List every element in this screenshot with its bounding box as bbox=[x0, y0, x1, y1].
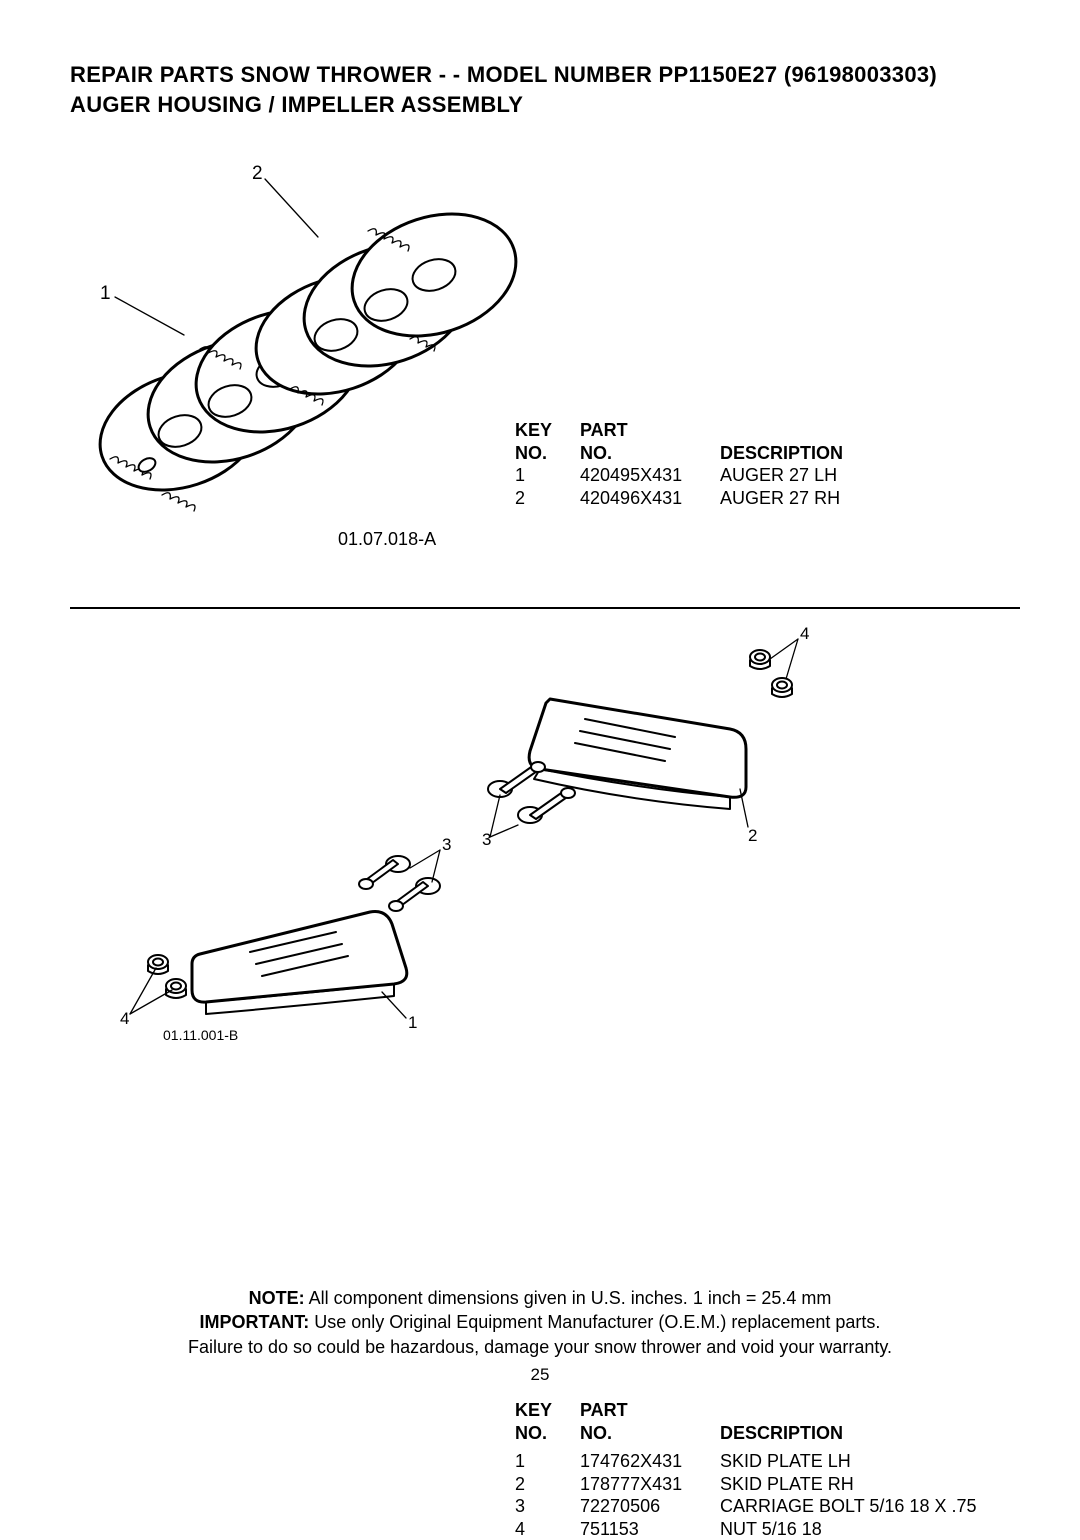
skid-rh-diagram: 3 2 4 bbox=[430, 619, 810, 849]
page-title: REPAIR PARTS SNOW THROWER - - MODEL NUMB… bbox=[70, 60, 1020, 119]
title-line-1: REPAIR PARTS SNOW THROWER - - MODEL NUMB… bbox=[70, 60, 1020, 90]
page-number: 25 bbox=[0, 1365, 1080, 1385]
callout-4b: 4 bbox=[120, 1009, 129, 1028]
th-key2: NO. bbox=[515, 442, 575, 465]
table-row: 2 420496X431 AUGER 27 RH bbox=[515, 487, 843, 510]
skid-lh-diagram: 3 4 1 bbox=[110, 834, 470, 1044]
table-row: 3 72270506 CARRIAGE BOLT 5/16 18 X .75 bbox=[515, 1495, 977, 1518]
important-label: IMPORTANT: bbox=[200, 1312, 310, 1332]
callout-2: 2 bbox=[252, 163, 263, 184]
important-text: Use only Original Equipment Manufacturer… bbox=[309, 1312, 880, 1332]
callout-4a: 4 bbox=[800, 624, 809, 643]
drawing-id-b: 01.11.001-B bbox=[163, 1027, 238, 1043]
th-part: PART bbox=[580, 419, 715, 442]
th-part2: NO. bbox=[580, 442, 715, 465]
parts-table-lower: KEY PART NO. NO. DESCRIPTION 1 174762X43… bbox=[515, 1399, 977, 1540]
auger-diagram: 1 2 bbox=[80, 139, 540, 559]
title-line-2: AUGER HOUSING / IMPELLER ASSEMBLY bbox=[70, 90, 1020, 120]
callout-1l: 1 bbox=[408, 1013, 417, 1032]
table-row: 1 174762X431 SKID PLATE LH bbox=[515, 1450, 977, 1473]
callout-1: 1 bbox=[100, 283, 111, 304]
table-row: 4 751153 NUT 5/16 18 bbox=[515, 1518, 977, 1540]
footer-line3: Failure to do so could be hazardous, dam… bbox=[0, 1335, 1080, 1359]
drawing-id-a: 01.07.018-A bbox=[338, 529, 436, 550]
callout-3b: 3 bbox=[442, 835, 451, 854]
callout-3a: 3 bbox=[482, 830, 491, 849]
section-auger: 1 2 01.07.018-A KEY PART NO. NO. DESCRIP… bbox=[70, 119, 1020, 589]
note-text: All component dimensions given in U.S. i… bbox=[305, 1288, 832, 1308]
th-key: KEY bbox=[515, 419, 575, 442]
table-row: 1 420495X431 AUGER 27 LH bbox=[515, 464, 843, 487]
note-label: NOTE: bbox=[249, 1288, 305, 1308]
parts-table-upper: KEY PART NO. NO. DESCRIPTION 1 420495X43… bbox=[515, 419, 843, 509]
th-desc2: DESCRIPTION bbox=[720, 442, 843, 465]
footer-notes: NOTE: All component dimensions given in … bbox=[0, 1286, 1080, 1359]
section-skid: 3 2 4 bbox=[70, 609, 1020, 1079]
table-row: 2 178777X431 SKID PLATE RH bbox=[515, 1473, 977, 1496]
callout-2l: 2 bbox=[748, 826, 757, 845]
page: REPAIR PARTS SNOW THROWER - - MODEL NUMB… bbox=[0, 0, 1080, 1397]
